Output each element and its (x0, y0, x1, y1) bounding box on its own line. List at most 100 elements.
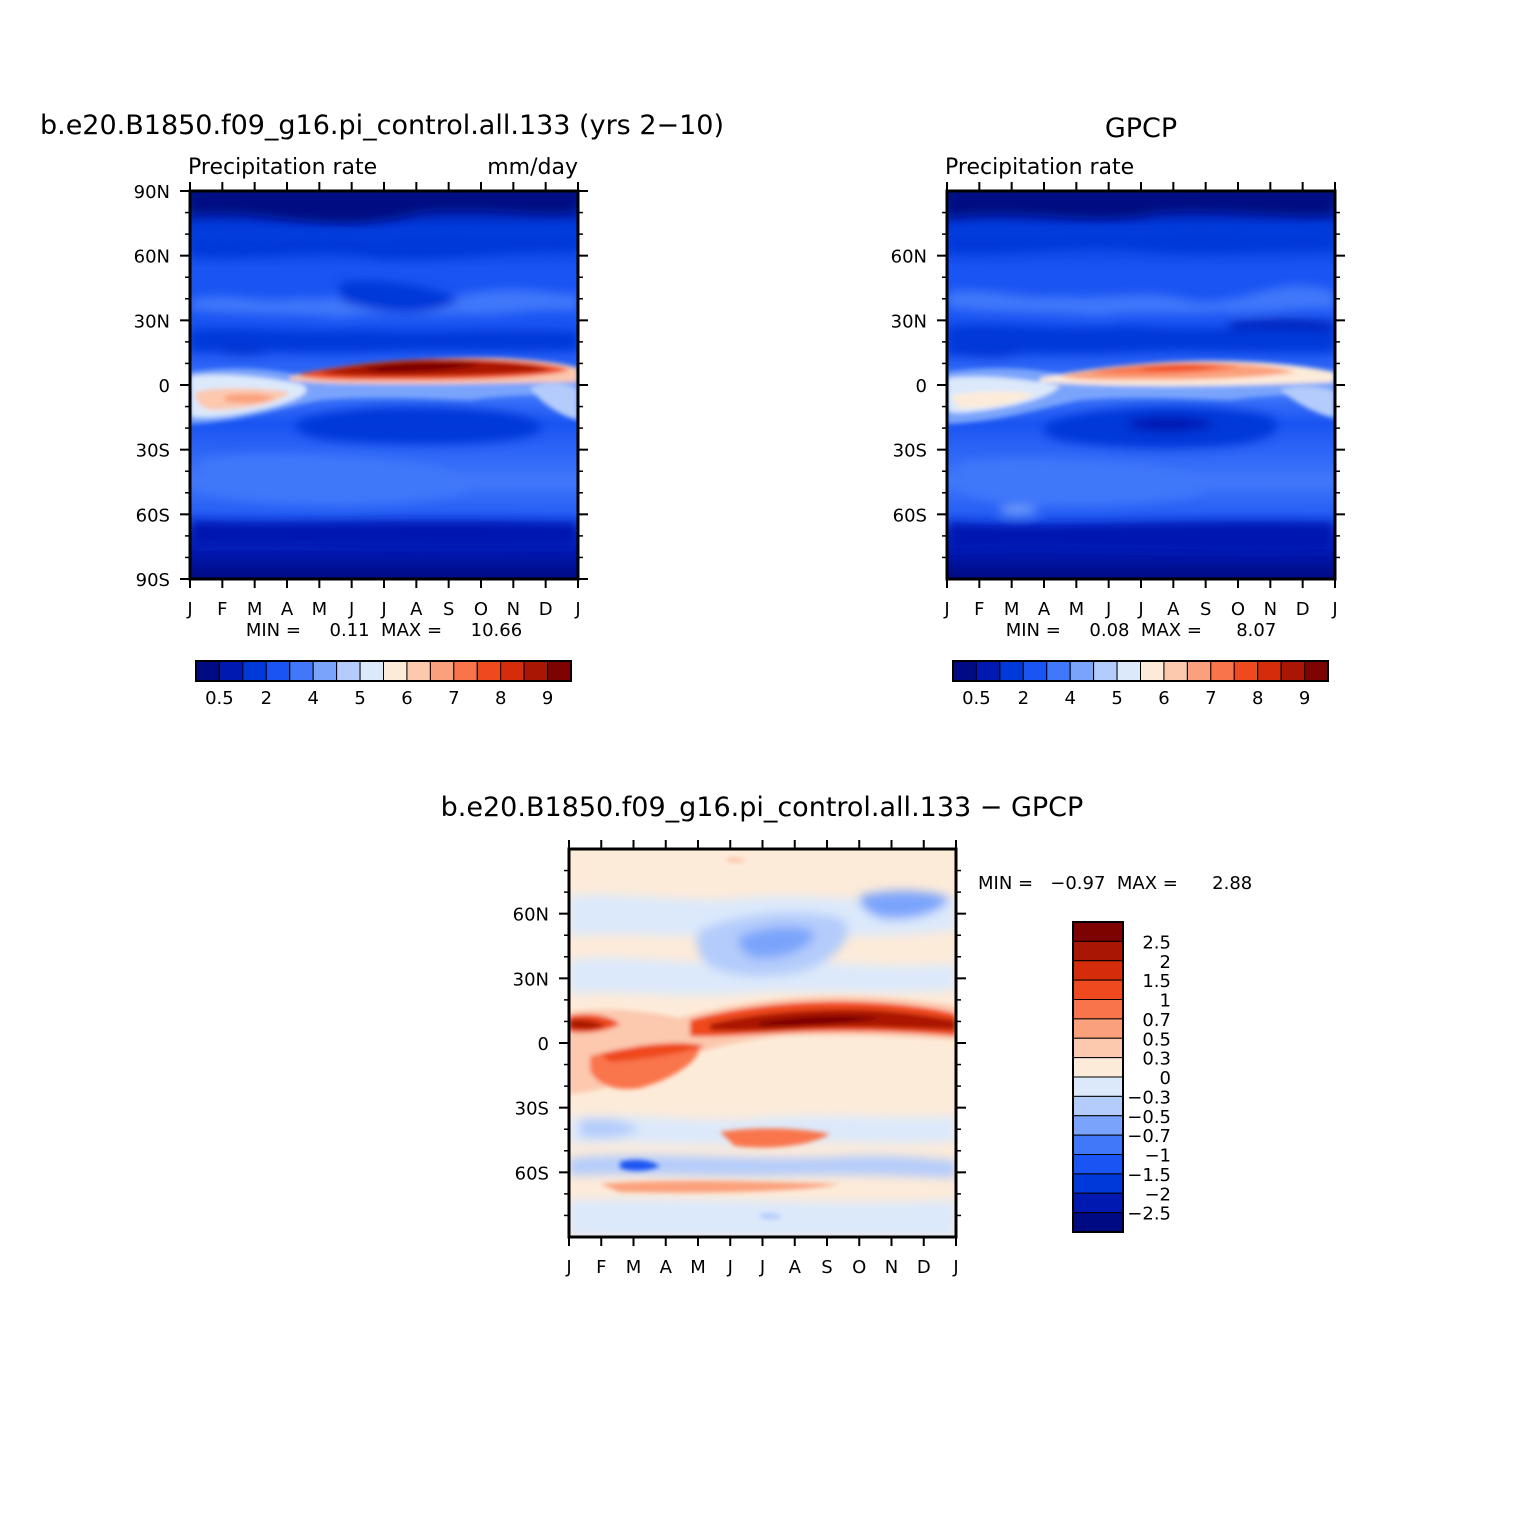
x-tick-label: F (217, 599, 227, 620)
y-tick-label: 30N (134, 311, 170, 332)
colorbar-label: 2 (1160, 952, 1171, 973)
x-tick-label: J (574, 599, 580, 620)
panel-obs-variable-label: Precipitation rate (945, 155, 1134, 180)
colorbar-label: −0.7 (1127, 1126, 1171, 1147)
colorbar-swatch (1072, 960, 1124, 981)
colorbar-swatch (289, 660, 314, 682)
colorbar-swatch (429, 660, 455, 682)
panel-model-stats: MIN = 0.11 MAX = 10.66 (246, 620, 522, 641)
panel-obs-colorbar: 0.5 2 4 5 6 7 8 9 (952, 660, 1329, 709)
x-tick-label: J (565, 1257, 571, 1278)
colorbar-label: 0.7 (1142, 1010, 1171, 1031)
x-tick-label: O (474, 599, 488, 620)
colorbar-label: −2.5 (1127, 1204, 1171, 1225)
colorbar-swatch (1072, 1212, 1124, 1233)
colorbar-label: 9 (542, 688, 553, 709)
x-tick-label: S (1200, 599, 1211, 620)
colorbar-label: 2 (1018, 688, 1029, 709)
x-tick-label: O (852, 1257, 866, 1278)
colorbar-swatch (406, 660, 431, 682)
colorbar-swatch (1072, 1037, 1124, 1059)
y-tick-label: 60S (515, 1163, 549, 1184)
colorbar-swatch (1072, 1173, 1124, 1194)
x-tick-label: A (410, 599, 423, 620)
colorbar-label: 0.5 (1142, 1029, 1171, 1050)
colorbar-swatch (547, 660, 572, 682)
panel-model-colorbar: 0.5 2 4 5 6 7 8 9 (195, 660, 572, 709)
colorbar-frame (195, 660, 572, 682)
panel-model-variable-label: Precipitation rate (188, 155, 377, 180)
x-tick-label: J (186, 599, 192, 620)
colorbar-label: 0.5 (205, 688, 234, 709)
colorbar-label: 2.5 (1142, 932, 1171, 953)
colorbar-swatch (383, 660, 408, 682)
x-tick-label: J (727, 1257, 733, 1278)
panel-diff-title: b.e20.B1850.f09_g16.pi_control.all.133 −… (441, 792, 1084, 823)
x-tick-label: S (443, 599, 454, 620)
colorbar-swatch (1140, 660, 1165, 682)
colorbar-label: 6 (1158, 688, 1169, 709)
colorbar-swatch (1210, 660, 1235, 682)
x-tick-label: D (917, 1257, 931, 1278)
colorbar-swatch (476, 660, 502, 682)
colorbar-swatch (1163, 660, 1188, 682)
x-tick-label: N (1264, 599, 1277, 620)
colorbar-label: −1.5 (1127, 1165, 1171, 1186)
panel-model-units-label: mm/day (487, 155, 578, 180)
colorbar-label: 7 (448, 688, 459, 709)
y-tick-label: 90S (136, 570, 170, 591)
colorbar-swatch (312, 660, 338, 682)
x-tick-label: J (348, 599, 354, 620)
colorbar-label: 6 (401, 688, 412, 709)
colorbar-swatch (1046, 660, 1071, 682)
colorbar-swatch (952, 660, 977, 682)
x-tick-label: M (690, 1257, 706, 1278)
colorbar-label: 7 (1205, 688, 1216, 709)
y-tick-label: 0 (916, 376, 927, 397)
colorbar-swatch (1072, 1057, 1124, 1078)
colorbar-swatch (1186, 660, 1212, 682)
y-tick-label: 30S (136, 441, 170, 462)
colorbar-swatch (1072, 1192, 1124, 1214)
colorbar-label: −1 (1144, 1146, 1171, 1167)
colorbar-label: −0.3 (1127, 1087, 1171, 1108)
panel-model-title: b.e20.B1850.f09_g16.pi_control.all.133 (… (40, 110, 724, 141)
colorbar-swatch (1280, 660, 1306, 682)
x-tick-label: M (1069, 599, 1085, 620)
x-tick-label: J (1137, 599, 1143, 620)
y-tick-label: 30S (515, 1099, 549, 1120)
colorbar-label: −2 (1144, 1184, 1171, 1205)
colorbar-swatch (195, 660, 220, 682)
colorbar-label: 5 (354, 688, 365, 709)
x-tick-label: F (974, 599, 984, 620)
x-tick-label: M (247, 599, 263, 620)
colorbar-frame (1072, 921, 1124, 1233)
x-tick-label: S (821, 1257, 832, 1278)
y-tick-label: 60S (136, 505, 170, 526)
y-tick-label: 60N (891, 247, 927, 268)
colorbar-label: 4 (307, 688, 318, 709)
x-tick-label: A (1167, 599, 1180, 620)
colorbar-swatch (265, 660, 291, 682)
colorbar-label: 0.5 (962, 688, 991, 709)
colorbar-swatch (453, 660, 478, 682)
panel-diff-plot (569, 849, 956, 1237)
panel-obs-title: GPCP (1105, 113, 1177, 144)
colorbar-swatch (1072, 1018, 1124, 1039)
x-tick-label: N (507, 599, 520, 620)
y-tick-label: 60S (893, 505, 927, 526)
colorbar-swatch (1022, 660, 1048, 682)
panel-diff-stats: MIN = −0.97 MAX = 2.88 (978, 873, 1252, 894)
y-tick-label: 0 (159, 376, 170, 397)
x-tick-label: J (943, 599, 949, 620)
x-tick-label: J (1105, 599, 1111, 620)
colorbar-swatch (1116, 660, 1141, 682)
x-tick-label: M (1004, 599, 1020, 620)
colorbar-swatch (1072, 1115, 1124, 1136)
colorbar-swatch (975, 660, 1001, 682)
y-tick-label: 60N (134, 247, 170, 268)
colorbar-swatch (1304, 660, 1329, 682)
x-tick-label: J (1331, 599, 1337, 620)
